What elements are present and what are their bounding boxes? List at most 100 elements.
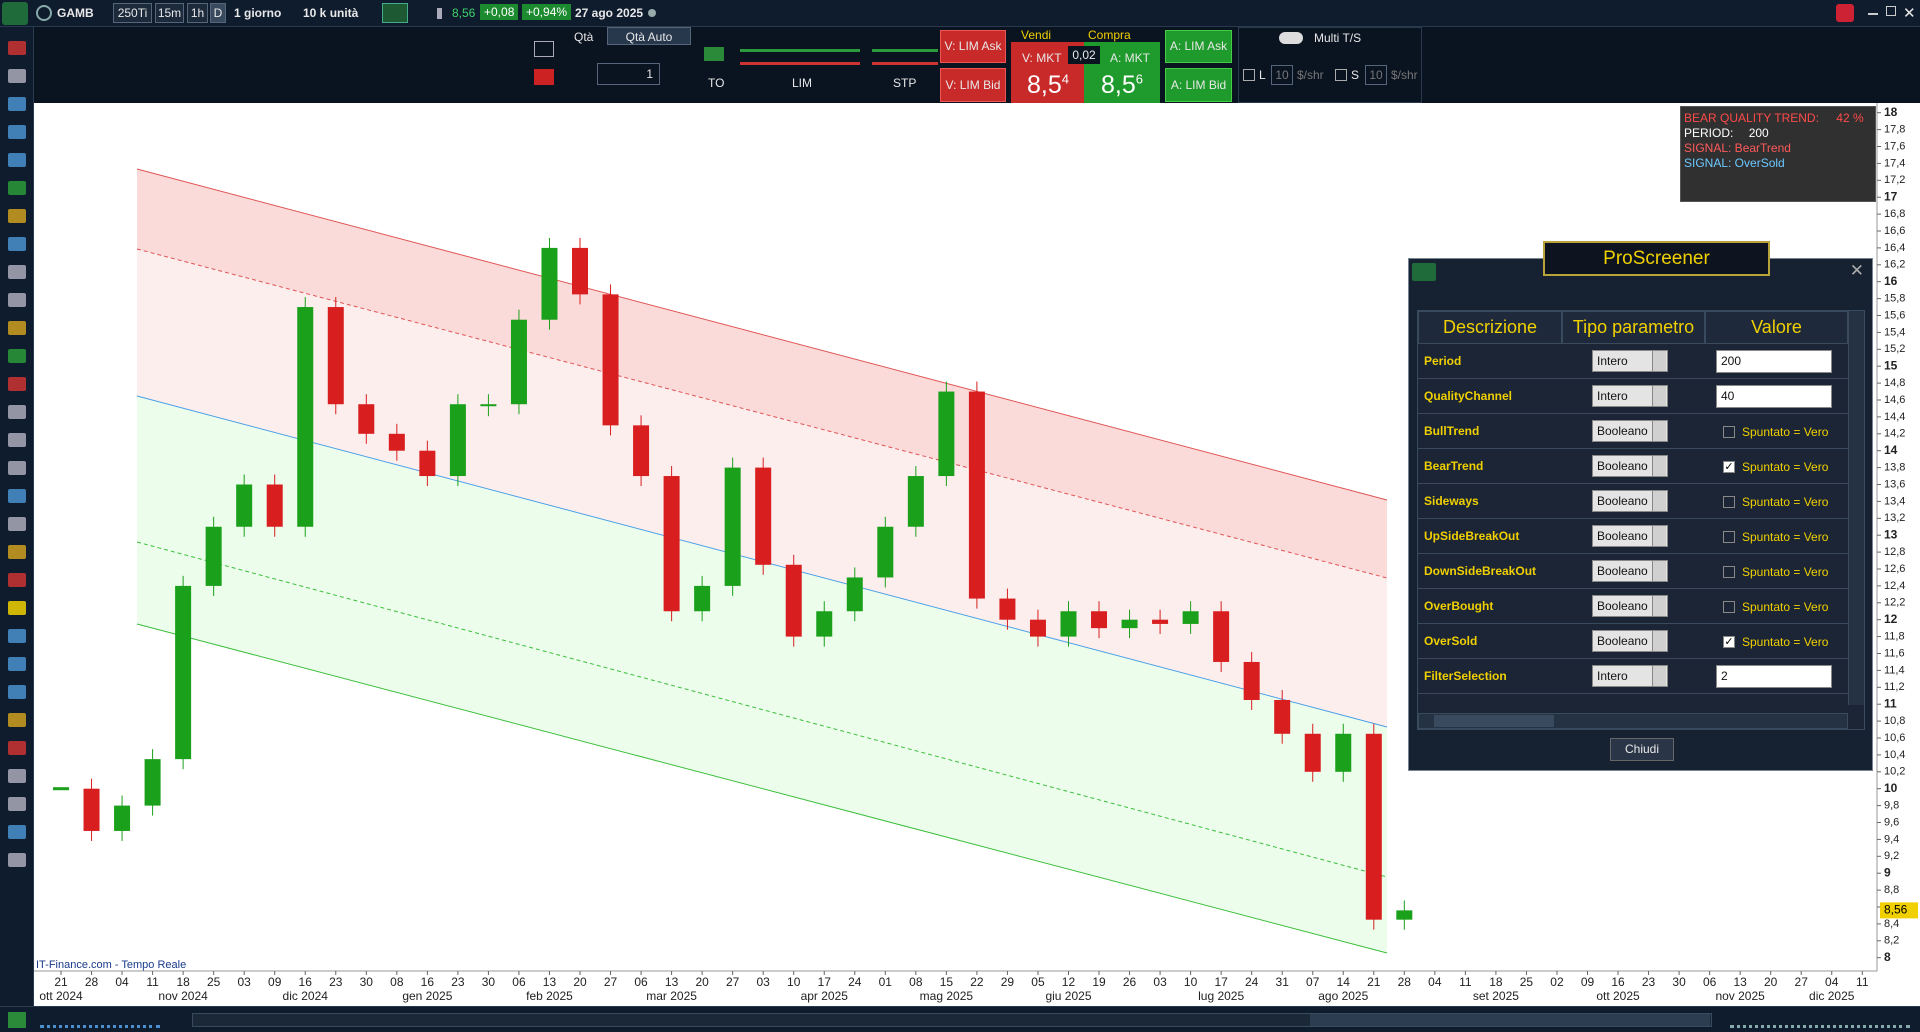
timeframe-button[interactable]: 250Ti [113, 3, 152, 23]
timeframe-button[interactable]: 1h [187, 3, 208, 23]
l-checkbox[interactable] [1243, 69, 1255, 81]
select-arrow[interactable] [1652, 561, 1666, 581]
sell-lim-ask[interactable]: V: LIM Ask [940, 30, 1006, 63]
tool-icon[interactable] [8, 517, 26, 531]
buy-lim-bid[interactable]: A: LIM Bid [1165, 68, 1232, 102]
sync-icon[interactable] [1836, 4, 1854, 22]
maximize[interactable] [1886, 6, 1896, 16]
checkbox[interactable] [1723, 426, 1735, 438]
tool-icon[interactable] [8, 405, 26, 419]
select-arrow[interactable] [1652, 526, 1666, 546]
type-select[interactable]: Booleano [1592, 630, 1668, 652]
tool-icon[interactable] [8, 209, 26, 223]
timeframe-button[interactable]: D [210, 3, 226, 23]
s-checkbox[interactable] [1335, 69, 1347, 81]
horizontal-thumb[interactable] [1434, 715, 1554, 727]
to-icon[interactable] [704, 47, 724, 61]
vertical-scrollbar[interactable] [1848, 311, 1864, 705]
select-arrow[interactable] [1652, 351, 1666, 371]
select-arrow[interactable] [1652, 631, 1666, 651]
tool-icon[interactable] [534, 41, 554, 57]
scroll-thumb[interactable] [1310, 1014, 1710, 1026]
qty-auto[interactable]: Qtà Auto [607, 27, 691, 45]
tool-icon[interactable] [8, 741, 26, 755]
tool-icon[interactable] [8, 321, 26, 335]
select-arrow[interactable] [1652, 421, 1666, 441]
zoom-icons[interactable] [1730, 1012, 1910, 1028]
select-arrow[interactable] [1652, 666, 1666, 686]
type-select[interactable]: Booleano [1592, 595, 1668, 617]
tool-icon[interactable] [8, 69, 26, 83]
symbol[interactable]: GAMB [57, 6, 94, 20]
tool-icon[interactable] [8, 685, 26, 699]
value-input[interactable]: 2 [1716, 665, 1832, 688]
tool-icon[interactable] [8, 629, 26, 643]
value-input[interactable]: 40 [1716, 385, 1832, 408]
close-button[interactable]: Chiudi [1610, 738, 1674, 761]
tool-icon[interactable] [8, 265, 26, 279]
y-tick-label: 10,8 [1884, 715, 1905, 727]
tool-icon[interactable] [8, 433, 26, 447]
s-qty[interactable]: 10 [1365, 65, 1387, 85]
type-select[interactable]: Intero [1592, 350, 1668, 372]
units-select[interactable]: 10 k unità [303, 6, 359, 20]
tool-icon[interactable] [8, 125, 26, 139]
period-select[interactable]: 1 giorno [234, 6, 282, 20]
tool-icon[interactable] [8, 181, 26, 195]
checkbox[interactable] [1723, 566, 1735, 578]
qty-input[interactable]: 1 [597, 63, 660, 85]
type-select[interactable]: Booleano [1592, 455, 1668, 477]
type-select[interactable]: Booleano [1592, 560, 1668, 582]
type-select[interactable]: Intero [1592, 665, 1668, 687]
tool-icon[interactable] [8, 573, 26, 587]
tool-icon[interactable] [8, 713, 26, 727]
info-icon[interactable] [437, 8, 442, 19]
multi-toggle[interactable] [1279, 32, 1303, 44]
tool-icon[interactable] [8, 545, 26, 559]
tool-icon[interactable] [8, 489, 26, 503]
tool-icon[interactable] [8, 797, 26, 811]
tool-icon[interactable] [8, 825, 26, 839]
tool-icon[interactable] [8, 769, 26, 783]
tool-icon[interactable] [8, 601, 26, 615]
tool-icon[interactable] [8, 97, 26, 111]
tool-icon[interactable] [8, 293, 26, 307]
type-select[interactable]: Booleano [1592, 490, 1668, 512]
tool-icon[interactable] [8, 853, 26, 867]
tool-icons[interactable] [40, 1012, 160, 1028]
close-window[interactable]: ✕ [1903, 5, 1916, 22]
tool-icon[interactable] [8, 237, 26, 251]
select-arrow[interactable] [1652, 386, 1666, 406]
l-qty[interactable]: 10 [1271, 65, 1293, 85]
tool-icon[interactable] [8, 461, 26, 475]
bid-price: 8,54 [1027, 71, 1069, 100]
timeframe-button[interactable]: 15m [155, 3, 184, 23]
demo-logo[interactable] [2, 2, 28, 25]
select-arrow[interactable] [1652, 456, 1666, 476]
tool-icon[interactable] [8, 41, 26, 55]
select-arrow[interactable] [1652, 596, 1666, 616]
minimize[interactable] [1868, 13, 1878, 15]
stp-icons[interactable] [872, 49, 938, 65]
checkbox[interactable] [1723, 496, 1735, 508]
checkbox[interactable]: ✓ [1723, 461, 1735, 473]
checkbox[interactable]: ✓ [1723, 636, 1735, 648]
type-select[interactable]: Booleano [1592, 525, 1668, 547]
checkbox[interactable] [1723, 531, 1735, 543]
lim-icons[interactable] [740, 49, 860, 65]
value-input[interactable]: 200 [1716, 350, 1832, 373]
checkbox[interactable] [1723, 601, 1735, 613]
tool-icon[interactable] [8, 349, 26, 363]
dialog-close[interactable]: ✕ [1849, 261, 1864, 280]
tool-icon[interactable] [8, 153, 26, 167]
tool-icon[interactable] [8, 377, 26, 391]
sell-lim-bid[interactable]: V: LIM Bid [940, 68, 1006, 102]
chart-icon[interactable] [8, 1012, 26, 1028]
type-select[interactable]: Booleano [1592, 420, 1668, 442]
select-arrow[interactable] [1652, 491, 1666, 511]
tool-icon[interactable] [8, 657, 26, 671]
keyboard-icon[interactable] [534, 69, 554, 85]
type-select[interactable]: Intero [1592, 385, 1668, 407]
buy-lim-ask[interactable]: A: LIM Ask [1165, 30, 1232, 63]
chart-style[interactable] [382, 3, 408, 23]
